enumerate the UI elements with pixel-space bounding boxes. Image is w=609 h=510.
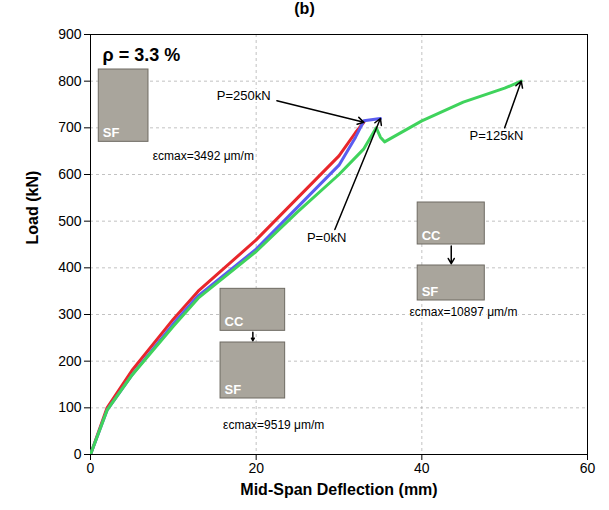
svg-text:0: 0 xyxy=(87,460,95,476)
svg-text:700: 700 xyxy=(58,119,82,135)
svg-text:εcmax=10897 μm/m: εcmax=10897 μm/m xyxy=(409,305,517,319)
svg-text:800: 800 xyxy=(58,73,82,89)
svg-text:P=0kN: P=0kN xyxy=(307,230,346,245)
svg-text:20: 20 xyxy=(248,460,264,476)
svg-text:200: 200 xyxy=(58,353,82,369)
svg-text:400: 400 xyxy=(58,259,82,275)
svg-text:P=125kN: P=125kN xyxy=(469,128,523,143)
svg-text:P=250kN: P=250kN xyxy=(217,88,271,103)
svg-text:0: 0 xyxy=(74,446,82,462)
svg-text:CC: CC xyxy=(225,314,244,329)
svg-text:SF: SF xyxy=(103,125,120,140)
svg-text:900: 900 xyxy=(58,26,82,42)
html-text:(b): (b) xyxy=(294,0,315,17)
svg-text:100: 100 xyxy=(58,399,82,415)
svg-text:ρ = 3.3 %: ρ = 3.3 % xyxy=(103,45,181,65)
svg-text:εcmax=3492 μm/m: εcmax=3492 μm/m xyxy=(153,149,254,163)
svg-text:300: 300 xyxy=(58,306,82,322)
svg-text:40: 40 xyxy=(414,460,430,476)
svg-text:εcmax=9519 μm/m: εcmax=9519 μm/m xyxy=(223,418,324,432)
svg-text:600: 600 xyxy=(58,166,82,182)
svg-text:SF: SF xyxy=(225,382,242,397)
svg-text:SF: SF xyxy=(422,284,439,299)
svg-text:Load (kN): Load (kN) xyxy=(24,171,41,245)
svg-text:500: 500 xyxy=(58,213,82,229)
svg-text:CC: CC xyxy=(422,228,441,243)
svg-text:60: 60 xyxy=(580,460,596,476)
svg-text:Mid-Span Deflection (mm): Mid-Span Deflection (mm) xyxy=(240,481,437,498)
